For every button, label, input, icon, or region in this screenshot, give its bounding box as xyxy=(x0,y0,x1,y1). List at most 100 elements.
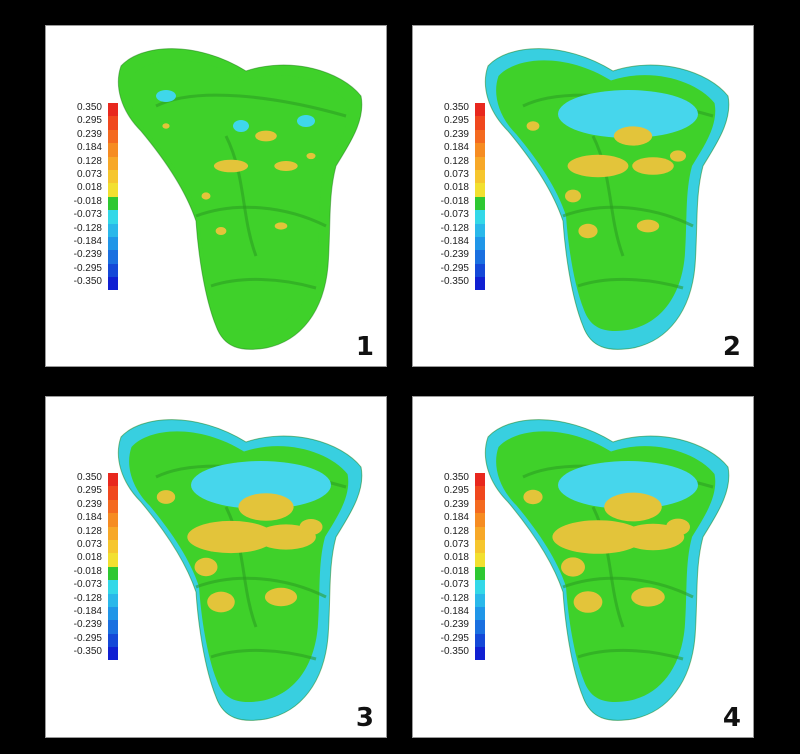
tooth-deviation-map xyxy=(484,48,730,350)
scale-row: -0.184 xyxy=(52,605,102,620)
scale-label: -0.018 xyxy=(440,195,469,207)
scale-swatch xyxy=(475,473,485,487)
scale-label: -0.184 xyxy=(73,235,102,247)
deviation-spot-positive xyxy=(162,123,170,129)
scale-row: -0.018 xyxy=(419,566,469,580)
relief-shading xyxy=(224,135,258,257)
scale-swatch xyxy=(475,196,485,211)
deviation-spot-positive xyxy=(567,154,629,178)
scale-swatch xyxy=(475,129,485,144)
scale-label: 0.239 xyxy=(443,498,469,510)
scale-label: -0.295 xyxy=(73,632,102,644)
fossa-region xyxy=(191,461,331,509)
deviation-spot-positive xyxy=(274,161,298,171)
scale-label: -0.073 xyxy=(73,579,102,591)
scale-label: 0.018 xyxy=(443,552,469,564)
relief-shading xyxy=(224,506,258,628)
color-scale-labels: 0.350 0.295 0.239 0.184 0.128 0.073 0.018 -0.01… xyxy=(419,472,469,660)
scale-row: 0.184 xyxy=(419,142,469,156)
scale-row: -0.073 xyxy=(419,579,469,593)
scale-row: -0.239 xyxy=(52,249,102,263)
scale-row: -0.073 xyxy=(52,209,102,223)
scale-label: 0.295 xyxy=(76,485,102,497)
color-scale-bar xyxy=(475,103,485,291)
scale-row: -0.350 xyxy=(419,276,469,290)
deviation-spot-positive xyxy=(523,489,543,505)
scale-swatch xyxy=(108,526,118,540)
scale-row: -0.350 xyxy=(52,646,102,660)
relief-shading xyxy=(210,648,317,661)
deviation-spot-positive xyxy=(215,226,227,236)
scale-row: 0.073 xyxy=(52,539,102,553)
scale-swatch xyxy=(108,277,118,291)
panel-3: 0.350 0.295 0.239 0.184 0.128 0.073 0.018 -0.01… xyxy=(45,396,387,738)
scale-swatch xyxy=(108,129,118,144)
scale-swatch xyxy=(475,183,485,197)
scale-row: -0.018 xyxy=(52,566,102,580)
scale-swatch xyxy=(108,473,118,487)
tooth-deviation-map xyxy=(117,48,363,350)
scale-swatch xyxy=(475,143,485,157)
relief-shading xyxy=(562,576,694,599)
scale-label: -0.128 xyxy=(73,592,102,604)
scale-row: -0.239 xyxy=(52,619,102,633)
deviation-spot-positive xyxy=(194,557,218,577)
scale-swatch xyxy=(108,553,118,567)
scale-label: -0.239 xyxy=(73,249,102,261)
scale-label: 0.350 xyxy=(76,472,102,483)
scale-swatch xyxy=(475,553,485,567)
scale-swatch xyxy=(108,263,118,278)
deviation-spot-positive xyxy=(255,130,277,142)
color-scale-bar xyxy=(108,473,118,661)
scale-swatch xyxy=(108,116,118,130)
deviation-spot-positive xyxy=(264,587,298,607)
scale-swatch xyxy=(108,156,118,170)
scale-label: 0.128 xyxy=(76,525,102,537)
scale-row: -0.295 xyxy=(419,263,469,277)
scale-label: 0.239 xyxy=(76,498,102,510)
scale-label: 0.128 xyxy=(76,155,102,167)
panel-1: 0.350 0.295 0.239 0.184 0.128 0.073 0.018 -0.01… xyxy=(45,25,387,367)
deviation-spot-positive xyxy=(187,520,275,554)
scale-swatch xyxy=(108,593,118,607)
scale-row: -0.239 xyxy=(419,619,469,633)
color-scale-labels: 0.350 0.295 0.239 0.184 0.128 0.073 0.018 -0.01… xyxy=(52,472,102,660)
color-scale-bar xyxy=(475,473,485,661)
scale-label: 0.018 xyxy=(76,182,102,194)
scale-row: -0.350 xyxy=(419,646,469,660)
scale-row: 0.350 xyxy=(419,102,469,116)
scale-row: 0.295 xyxy=(52,485,102,499)
scale-row: 0.239 xyxy=(52,129,102,143)
relief-shading xyxy=(195,576,327,599)
scale-label: -0.239 xyxy=(73,619,102,631)
scale-swatch xyxy=(475,116,485,130)
relief-shading xyxy=(577,648,684,661)
scale-label: 0.295 xyxy=(443,485,469,497)
scale-label: 0.239 xyxy=(443,128,469,140)
scale-swatch xyxy=(475,526,485,540)
scale-label: 0.184 xyxy=(76,142,102,154)
deviation-spot-positive xyxy=(274,222,288,230)
scale-row: -0.128 xyxy=(52,223,102,237)
scale-swatch xyxy=(108,183,118,197)
scale-swatch xyxy=(475,580,485,594)
scale-row: 0.073 xyxy=(419,169,469,183)
scale-label: -0.184 xyxy=(73,605,102,617)
color-scale-bar xyxy=(108,103,118,291)
scale-row: -0.295 xyxy=(419,633,469,647)
scale-swatch xyxy=(108,606,118,621)
scale-label: 0.073 xyxy=(443,538,469,550)
fossa-region xyxy=(558,461,698,509)
scale-row: -0.128 xyxy=(419,223,469,237)
deviation-spot-positive xyxy=(604,492,662,522)
relief-shading xyxy=(195,205,327,228)
scale-swatch xyxy=(108,566,118,581)
scale-label: 0.350 xyxy=(443,102,469,113)
deviation-spot-positive xyxy=(565,189,581,203)
scale-row: -0.073 xyxy=(52,579,102,593)
scale-row: 0.018 xyxy=(419,182,469,196)
scale-label: -0.018 xyxy=(73,195,102,207)
scale-swatch xyxy=(108,236,118,251)
scale-row: -0.184 xyxy=(419,606,469,620)
deviation-spot-positive xyxy=(306,152,316,160)
